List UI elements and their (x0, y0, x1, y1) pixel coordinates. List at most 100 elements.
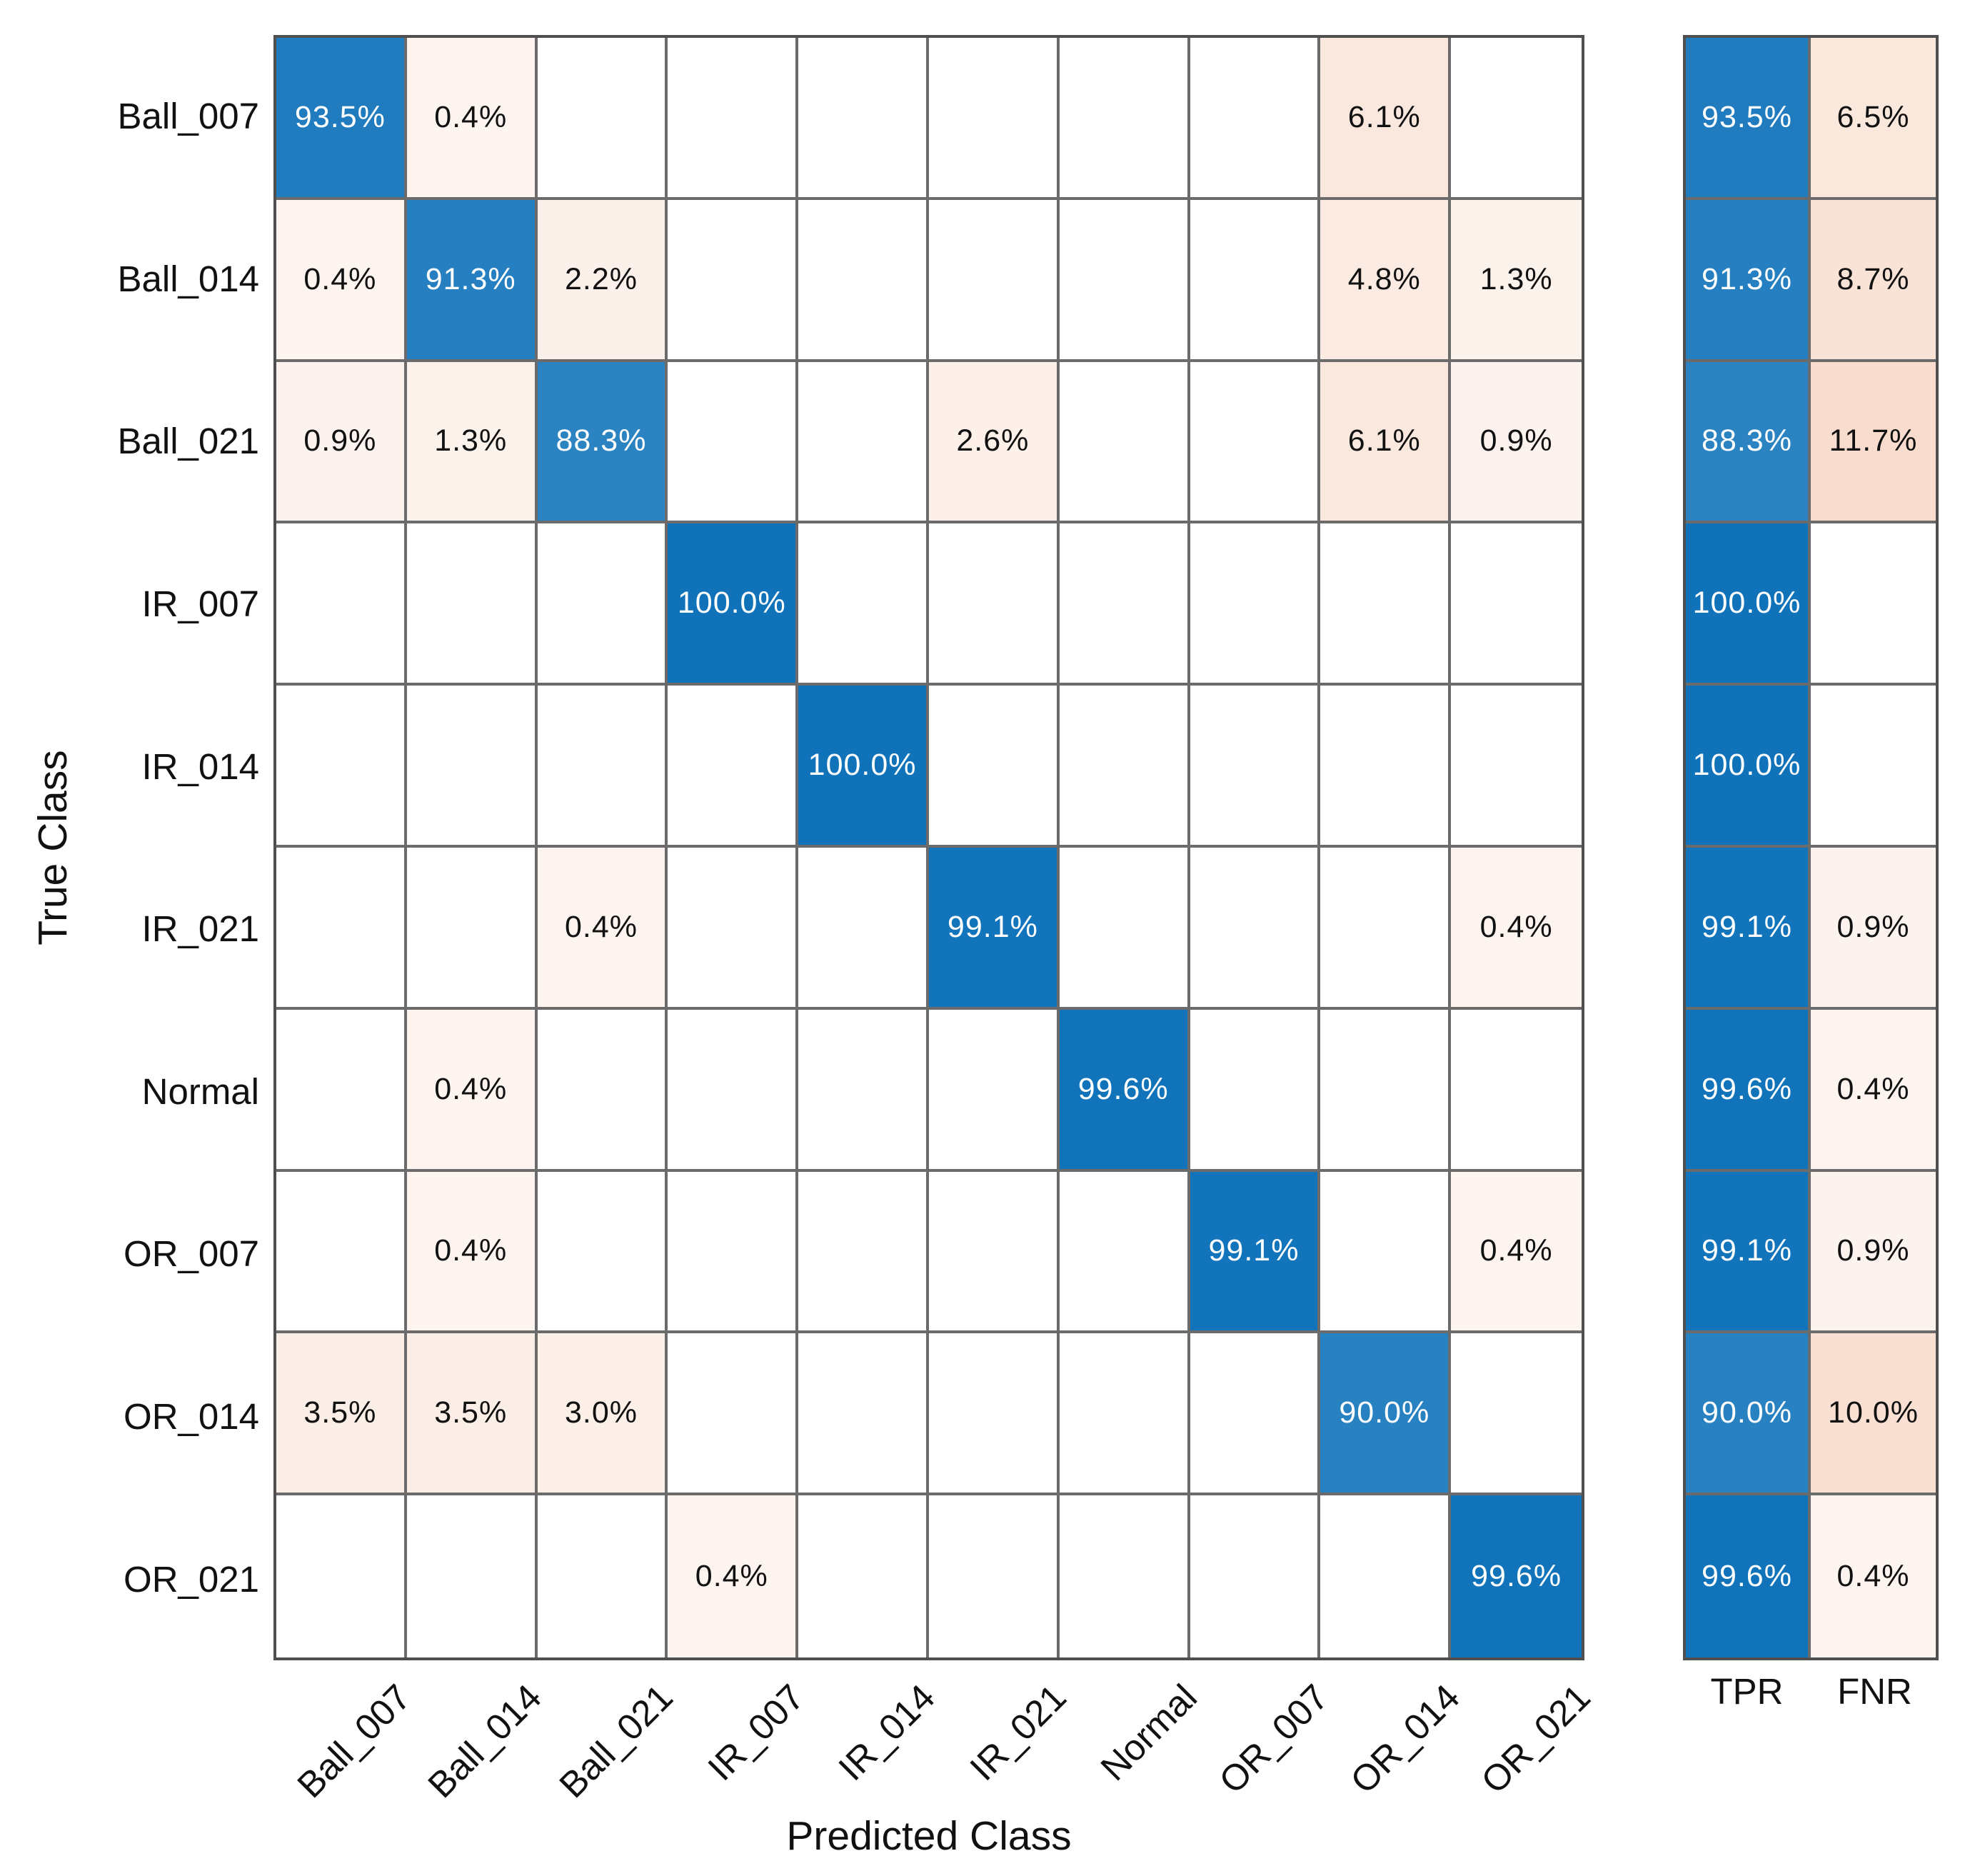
matrix-cell-IR_007-OR_007 (1190, 523, 1321, 686)
matrix-cell-OR_014-IR_014 (798, 1333, 929, 1496)
tpr-cell-Ball_014: 91.3% (1686, 199, 1811, 362)
matrix-cell-OR_021-IR_021 (929, 1495, 1060, 1657)
tpr-cell-IR_007: 100.0% (1686, 523, 1811, 686)
matrix-cell-IR_021-OR_014 (1320, 848, 1452, 1010)
matrix-cell-IR_021-OR_007 (1190, 848, 1321, 1010)
matrix-cell-Ball_021-IR_014 (798, 361, 929, 524)
matrix-cell-OR_014-OR_007 (1190, 1333, 1321, 1496)
y-tick-label-OR_021: OR_021 (124, 1558, 259, 1600)
matrix-cell-OR_021-Ball_007 (276, 1495, 407, 1657)
matrix-cell-IR_021-OR_021: 0.4% (1451, 848, 1582, 1010)
matrix-cell-Ball_007-Normal (1059, 38, 1190, 200)
matrix-cell-OR_007-IR_021 (929, 1171, 1060, 1334)
matrix-cell-IR_021-IR_007 (668, 848, 799, 1010)
matrix-cell-Normal-Ball_007 (276, 1009, 407, 1172)
matrix-cell-Ball_021-IR_021: 2.6% (929, 361, 1060, 524)
matrix-cell-Normal-IR_014 (798, 1009, 929, 1172)
fnr-cell-OR_007: 0.9% (1811, 1171, 1936, 1334)
tpr-cell-Normal: 99.6% (1686, 1009, 1811, 1172)
matrix-cell-Ball_021-Ball_014: 1.3% (406, 361, 538, 524)
matrix-cell-OR_014-OR_021 (1451, 1333, 1582, 1496)
matrix-cell-Normal-Ball_014: 0.4% (406, 1009, 538, 1172)
matrix-cell-IR_014-IR_007 (668, 686, 799, 848)
matrix-cell-IR_014-Normal (1059, 686, 1190, 848)
matrix-cell-Ball_021-OR_014: 6.1% (1320, 361, 1452, 524)
y-tick-label-OR_014: OR_014 (124, 1396, 259, 1438)
matrix-cell-IR_007-Ball_014 (406, 523, 538, 686)
fnr-cell-OR_021: 0.4% (1811, 1495, 1936, 1657)
tpr-cell-Ball_021: 88.3% (1686, 361, 1811, 524)
fnr-cell-Ball_014: 8.7% (1811, 199, 1936, 362)
fnr-cell-Ball_007: 6.5% (1811, 38, 1936, 200)
matrix-cell-IR_021-IR_014 (798, 848, 929, 1010)
confusion-matrix-grid: 93.5% 0.4% 6.1% 0.4% 91.3% 2.2% 4.8% 1.3% 0.9% 1.… (273, 35, 1584, 1660)
tpr-cell-IR_021: 99.1% (1686, 848, 1811, 1010)
matrix-cell-IR_014-OR_007 (1190, 686, 1321, 848)
tpr-fnr-summary-grid: 93.5% 6.5% 91.3% 8.7% 88.3% 11.7% 100.0% 100.0%… (1683, 35, 1939, 1660)
tpr-cell-IR_014: 100.0% (1686, 686, 1811, 848)
fnr-cell-Ball_021: 11.7% (1811, 361, 1936, 524)
matrix-cell-OR_007-OR_014 (1320, 1171, 1452, 1334)
matrix-cell-OR_014-Ball_014: 3.5% (406, 1333, 538, 1496)
fnr-cell-IR_014 (1811, 686, 1936, 848)
tpr-cell-Ball_007: 93.5% (1686, 38, 1811, 200)
matrix-cell-IR_007-IR_007: 100.0% (668, 523, 799, 686)
matrix-cell-IR_007-OR_014 (1320, 523, 1452, 686)
matrix-cell-OR_021-IR_014 (798, 1495, 929, 1657)
y-axis-title: True Class (30, 750, 76, 945)
matrix-cell-IR_014-Ball_014 (406, 686, 538, 848)
matrix-cell-IR_021-IR_021: 99.1% (929, 848, 1060, 1010)
matrix-cell-OR_007-Ball_021 (537, 1171, 668, 1334)
matrix-cell-Normal-OR_007 (1190, 1009, 1321, 1172)
matrix-cell-IR_021-Ball_021: 0.4% (537, 848, 668, 1010)
tpr-column-label: TPR (1710, 1671, 1784, 1712)
matrix-cell-OR_007-IR_007 (668, 1171, 799, 1334)
matrix-cell-OR_021-Ball_021 (538, 1495, 668, 1657)
tpr-cell-OR_007: 99.1% (1686, 1171, 1811, 1334)
matrix-cell-Ball_014-OR_021: 1.3% (1451, 199, 1582, 362)
fnr-column-label: FNR (1837, 1671, 1912, 1712)
x-axis-title: Predicted Class (786, 1813, 1072, 1859)
matrix-cell-OR_021-Normal (1060, 1495, 1190, 1657)
matrix-cell-Ball_014-Ball_021: 2.2% (537, 199, 668, 362)
matrix-cell-Ball_021-Ball_021: 88.3% (537, 361, 668, 524)
matrix-cell-Ball_007-OR_014: 6.1% (1320, 38, 1452, 200)
fnr-cell-OR_014: 10.0% (1811, 1333, 1936, 1496)
matrix-cell-OR_007-Ball_014: 0.4% (406, 1171, 538, 1334)
matrix-cell-IR_007-Ball_007 (276, 523, 407, 686)
matrix-cell-IR_014-IR_021 (929, 686, 1060, 848)
matrix-cell-IR_014-Ball_007 (276, 686, 407, 848)
matrix-cell-OR_021-IR_007: 0.4% (668, 1495, 799, 1657)
matrix-cell-Ball_007-Ball_021 (537, 38, 668, 200)
matrix-cell-Ball_007-IR_021 (929, 38, 1060, 200)
matrix-cell-OR_007-OR_007: 99.1% (1190, 1171, 1321, 1334)
matrix-cell-OR_007-IR_014 (798, 1171, 929, 1334)
y-tick-label-IR_021: IR_021 (141, 908, 259, 950)
y-tick-label-Ball_007: Ball_007 (117, 96, 260, 137)
y-tick-label-IR_007: IR_007 (141, 583, 259, 625)
matrix-cell-OR_014-Normal (1059, 1333, 1190, 1496)
matrix-cell-IR_014-OR_014 (1320, 686, 1452, 848)
matrix-cell-Ball_014-OR_007 (1190, 199, 1321, 362)
matrix-cell-OR_014-Ball_021: 3.0% (537, 1333, 668, 1496)
matrix-cell-Ball_007-Ball_014: 0.4% (406, 38, 538, 200)
tpr-cell-OR_014: 90.0% (1686, 1333, 1811, 1496)
matrix-cell-Normal-IR_021 (929, 1009, 1060, 1172)
matrix-cell-Ball_014-IR_014 (798, 199, 929, 362)
matrix-cell-OR_014-IR_021 (929, 1333, 1060, 1496)
matrix-cell-OR_021-OR_014 (1320, 1495, 1452, 1657)
matrix-cell-IR_007-IR_021 (929, 523, 1060, 686)
matrix-cell-OR_007-OR_021: 0.4% (1451, 1171, 1582, 1334)
matrix-cell-IR_014-OR_021 (1451, 686, 1582, 848)
y-tick-label-Normal: Normal (141, 1070, 259, 1112)
matrix-cell-IR_021-Normal (1059, 848, 1190, 1010)
matrix-cell-Normal-OR_021 (1451, 1010, 1582, 1172)
matrix-cell-Ball_007-Ball_007: 93.5% (276, 38, 407, 200)
fnr-cell-Normal: 0.4% (1811, 1009, 1936, 1172)
matrix-cell-OR_021-OR_007 (1190, 1495, 1321, 1657)
matrix-cell-Ball_007-OR_007 (1190, 38, 1321, 200)
matrix-cell-OR_014-Ball_007: 3.5% (276, 1333, 407, 1496)
matrix-cell-Ball_014-Ball_007: 0.4% (276, 199, 407, 362)
fnr-cell-IR_021: 0.9% (1811, 848, 1936, 1010)
